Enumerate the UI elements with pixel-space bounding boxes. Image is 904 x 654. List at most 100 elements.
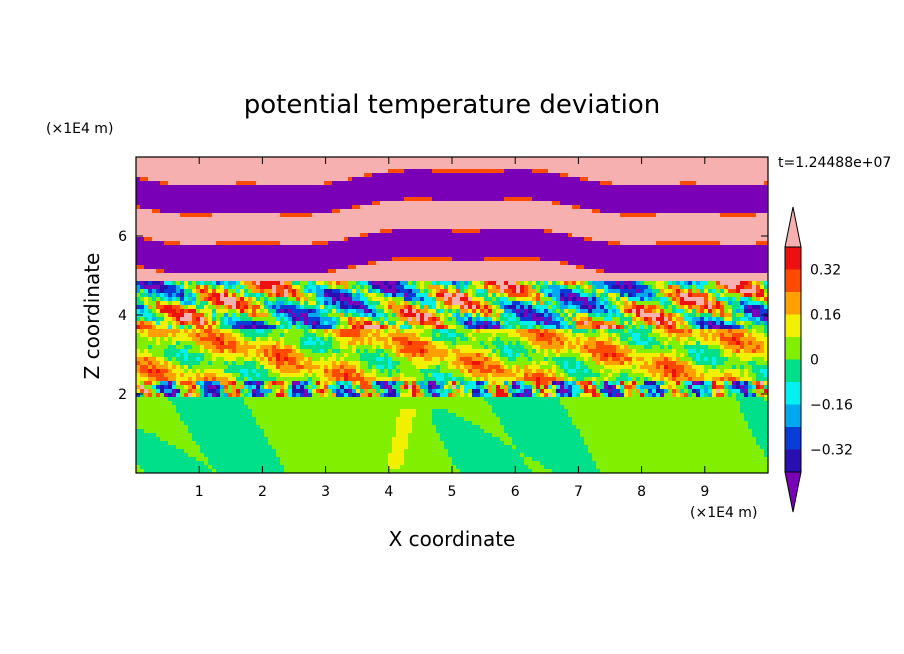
contour-cell xyxy=(336,181,340,185)
contour-cell xyxy=(340,269,344,273)
contour-cell xyxy=(616,233,620,237)
contour-cell xyxy=(320,173,324,177)
contour-cell xyxy=(708,233,712,237)
contour-cell xyxy=(428,229,432,233)
contour-cell xyxy=(600,273,604,277)
contour-cell xyxy=(320,277,324,281)
contour-cell xyxy=(492,245,496,249)
contour-cell xyxy=(588,197,592,201)
contour-cell xyxy=(268,265,272,269)
contour-cell xyxy=(232,277,236,281)
contour-cell xyxy=(316,213,320,217)
contour-cell xyxy=(308,185,312,189)
contour-cell xyxy=(744,229,748,233)
contour-cell xyxy=(304,173,308,177)
contour-cell xyxy=(472,257,476,261)
contour-cell xyxy=(652,277,656,281)
contour-cell xyxy=(628,185,632,189)
contour-cell xyxy=(720,185,724,189)
contour-cell xyxy=(704,273,708,277)
contour-cell xyxy=(436,185,440,189)
contour-cell xyxy=(600,185,604,189)
contour-cell xyxy=(276,229,280,233)
contour-cell xyxy=(476,233,480,237)
contour-cell xyxy=(480,177,484,181)
contour-cell xyxy=(280,169,284,173)
contour-cell xyxy=(732,245,736,249)
contour-cell xyxy=(528,225,532,229)
contour-cell xyxy=(532,165,536,169)
contour-cell xyxy=(764,185,768,189)
contour-cell xyxy=(572,177,576,181)
contour-cell xyxy=(468,245,472,249)
contour-cell xyxy=(704,225,708,229)
contour-cell xyxy=(416,209,420,213)
contour-cell xyxy=(760,225,764,229)
contour-cell xyxy=(368,177,372,181)
contour-cell xyxy=(556,177,560,181)
contour-cell xyxy=(428,197,432,201)
contour-cell xyxy=(368,249,372,253)
contour-cell xyxy=(432,213,436,217)
contour-cell xyxy=(236,213,240,217)
contour-cell xyxy=(200,181,204,185)
contour-cell xyxy=(536,257,540,261)
contour-cell xyxy=(656,177,660,181)
contour-cell xyxy=(152,261,156,265)
contour-cell xyxy=(380,157,384,161)
contour-cell xyxy=(380,265,384,269)
contour-cell xyxy=(304,205,308,209)
contour-cell xyxy=(700,269,704,273)
contour-cell xyxy=(208,281,212,285)
contour-cell xyxy=(444,165,448,169)
contour-cell xyxy=(720,233,724,237)
contour-cell xyxy=(180,265,184,269)
contour-cell xyxy=(292,245,296,249)
contour-cell xyxy=(516,209,520,213)
contour-cell xyxy=(240,221,244,225)
contour-cell xyxy=(260,257,264,261)
contour-cell xyxy=(668,177,672,181)
contour-cell xyxy=(164,185,168,189)
contour-cell xyxy=(740,213,744,217)
contour-cell xyxy=(152,173,156,177)
contour-cell xyxy=(700,205,704,209)
contour-cell xyxy=(760,253,764,257)
contour-cell xyxy=(164,221,168,225)
contour-cell xyxy=(612,273,616,277)
contour-cell xyxy=(264,173,268,177)
contour-cell xyxy=(484,281,488,285)
contour-cell xyxy=(716,213,720,217)
contour-cell xyxy=(412,161,416,165)
contour-cell xyxy=(296,261,300,265)
contour-cell xyxy=(276,281,280,285)
contour-cell xyxy=(392,269,396,273)
contour-cell xyxy=(160,257,164,261)
contour-cell xyxy=(644,193,648,197)
contour-cell xyxy=(748,269,752,273)
contour-cell xyxy=(536,193,540,197)
contour-cell xyxy=(448,209,452,213)
contour-cell xyxy=(152,181,156,185)
contour-cell xyxy=(368,221,372,225)
contour-cell xyxy=(712,273,716,277)
contour-cell xyxy=(428,193,432,197)
contour-cell xyxy=(600,257,604,261)
contour-cell xyxy=(596,273,600,277)
contour-cell xyxy=(324,237,328,241)
contour-cell xyxy=(256,217,260,221)
contour-cell xyxy=(520,277,524,281)
contour-cell xyxy=(692,213,696,217)
contour-cell xyxy=(688,257,692,261)
contour-cell xyxy=(236,189,240,193)
contour-cell xyxy=(716,233,720,237)
contour-cell xyxy=(548,225,552,229)
contour-cell xyxy=(564,241,568,245)
contour-cell xyxy=(616,225,620,229)
contour-cell xyxy=(640,185,644,189)
contour-cell xyxy=(476,173,480,177)
contour-cell xyxy=(508,217,512,221)
contour-cell xyxy=(520,269,524,273)
contour-cell xyxy=(560,181,564,185)
contour-cell xyxy=(656,253,660,257)
